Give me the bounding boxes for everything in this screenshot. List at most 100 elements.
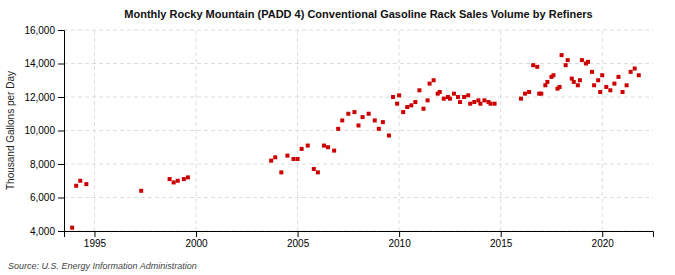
point: [472, 100, 476, 104]
point: [539, 92, 543, 96]
tick-mark: [58, 97, 64, 98]
point: [596, 78, 600, 82]
point: [428, 82, 432, 86]
tick-label: 8,000: [30, 159, 55, 170]
title: Monthly Rocky Mountain (PADD 4) Conventi…: [124, 8, 592, 20]
point: [361, 115, 365, 119]
point: [269, 159, 273, 163]
point: [279, 170, 283, 174]
point: [592, 83, 596, 87]
point: [391, 95, 395, 99]
point: [405, 105, 409, 109]
point: [300, 147, 304, 151]
point: [545, 80, 549, 84]
point: [340, 118, 344, 122]
grid-line: [64, 197, 653, 198]
point: [489, 102, 493, 106]
tick-mark: [58, 164, 64, 165]
tick-label: 2000: [185, 238, 208, 249]
point: [139, 189, 143, 193]
point: [608, 88, 612, 92]
tick-mark: [58, 231, 64, 232]
point: [478, 102, 482, 106]
point: [346, 112, 350, 116]
point: [292, 157, 296, 161]
point: [322, 144, 326, 148]
tick-label: 12,000: [24, 92, 55, 103]
point: [373, 118, 377, 122]
point: [417, 88, 421, 92]
point: [395, 102, 399, 106]
point: [604, 85, 608, 89]
point: [186, 175, 190, 179]
point: [633, 67, 637, 71]
point: [74, 184, 78, 188]
grid-line: [64, 97, 653, 98]
grid-line: [64, 164, 653, 165]
tick-label: 2005: [287, 238, 310, 249]
tick: 6,000: [30, 192, 64, 203]
point: [273, 155, 277, 159]
tick: 12,000: [24, 92, 64, 103]
tick: 8,000: [30, 159, 64, 170]
point: [578, 78, 582, 82]
point: [625, 83, 629, 87]
y-axis-label: Thousand Gallons per Day: [5, 71, 16, 190]
tick-label: 14,000: [24, 58, 55, 69]
tick-label: 2020: [592, 238, 615, 249]
tick-label: 2010: [388, 238, 411, 249]
tick-label: 10,000: [24, 125, 55, 136]
point: [527, 90, 531, 94]
point: [629, 70, 633, 74]
tick: 2010: [388, 231, 411, 249]
point: [564, 63, 568, 67]
point: [637, 73, 641, 77]
point: [332, 149, 336, 153]
grid: [64, 30, 653, 231]
tick: 2020: [592, 231, 615, 249]
point: [306, 144, 310, 148]
point: [466, 93, 470, 97]
point: [352, 110, 356, 114]
point: [168, 177, 172, 181]
point: [519, 97, 523, 101]
point: [482, 98, 486, 102]
point: [78, 179, 82, 183]
point: [316, 170, 320, 174]
point: [598, 90, 602, 94]
y-axis: 4,000 6,000 8,000 10,000 12,000 14,000 16,000: [24, 25, 64, 237]
tick: 1995: [84, 231, 107, 249]
tick: 16,000: [24, 25, 64, 36]
point: [612, 82, 616, 86]
tick-mark: [501, 231, 502, 237]
point: [600, 73, 604, 77]
point: [432, 78, 436, 82]
point: [336, 127, 340, 131]
tick-mark: [399, 231, 400, 237]
point: [409, 103, 413, 107]
tick-mark: [58, 131, 64, 132]
tick: 2000: [185, 231, 208, 249]
grid-line: [602, 30, 603, 231]
point: [523, 92, 527, 96]
point: [377, 127, 381, 131]
grid-line: [399, 30, 400, 231]
point: [367, 112, 371, 116]
grid-line: [94, 30, 95, 231]
tick-label: 4,000: [30, 226, 55, 237]
grid-line: [297, 30, 298, 231]
chart: 1995200020052010201520204,0006,0008,0001…: [0, 0, 675, 275]
point: [357, 123, 361, 127]
point: [438, 90, 442, 94]
point: [413, 100, 417, 104]
plot-area: [70, 53, 641, 230]
tick-mark: [94, 231, 95, 237]
tick-mark: [58, 64, 64, 65]
point: [621, 90, 625, 94]
point: [580, 58, 584, 62]
point: [586, 60, 590, 64]
point: [468, 102, 472, 106]
point: [458, 100, 462, 104]
grid-line: [64, 130, 653, 131]
point: [531, 63, 535, 67]
